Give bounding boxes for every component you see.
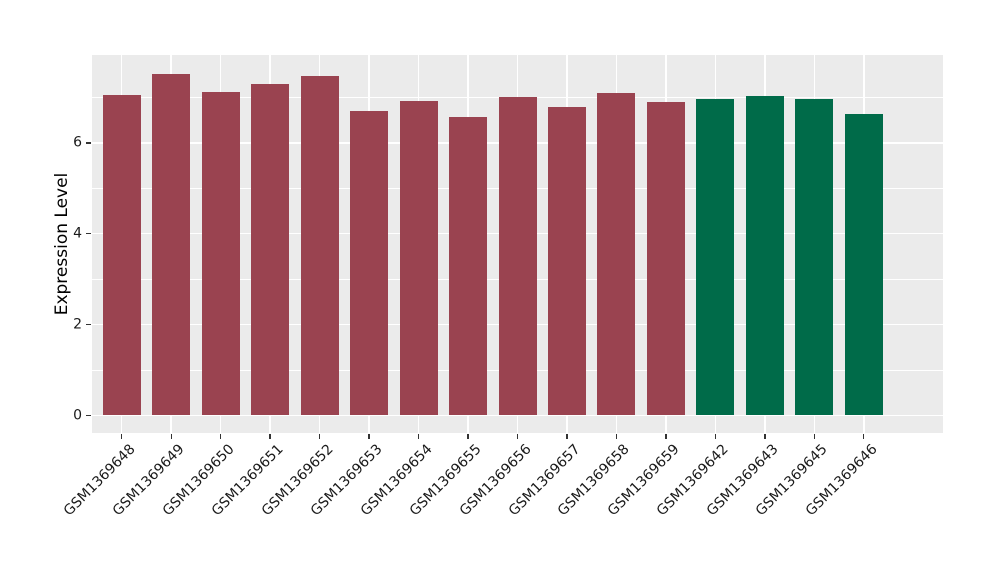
x-tick-mark bbox=[665, 434, 667, 439]
y-tick-label: 2 bbox=[73, 316, 82, 333]
x-tick-mark bbox=[566, 434, 568, 439]
bar-GSM1369642 bbox=[696, 99, 735, 416]
x-tick-mark bbox=[714, 434, 717, 439]
bar-GSM1369648 bbox=[102, 94, 141, 416]
x-tick-mark bbox=[417, 434, 420, 439]
plot-panel bbox=[92, 55, 943, 433]
minor-gridline bbox=[92, 97, 943, 98]
bar-GSM1369650 bbox=[201, 92, 240, 416]
major-gridline bbox=[92, 414, 943, 417]
x-tick-mark bbox=[170, 434, 172, 439]
bar-GSM1369652 bbox=[300, 76, 339, 416]
x-tick-mark bbox=[219, 434, 222, 439]
bar-GSM1369654 bbox=[399, 100, 438, 416]
y-tick-mark bbox=[86, 414, 91, 417]
bar-GSM1369655 bbox=[449, 117, 488, 416]
y-tick-mark bbox=[86, 323, 91, 326]
bar-GSM1369643 bbox=[745, 95, 784, 416]
y-tick-label: 0 bbox=[73, 407, 82, 424]
bar-GSM1369656 bbox=[498, 97, 537, 416]
bar-GSM1369659 bbox=[646, 102, 685, 416]
x-tick-mark bbox=[121, 434, 123, 439]
x-tick-mark bbox=[269, 434, 271, 439]
bar-GSM1369649 bbox=[152, 73, 191, 416]
y-tick-mark bbox=[86, 233, 91, 235]
y-tick-mark bbox=[86, 142, 91, 144]
x-tick-mark bbox=[863, 434, 865, 439]
bar-GSM1369658 bbox=[597, 92, 636, 416]
bar-GSM1369651 bbox=[251, 84, 290, 416]
x-tick-mark bbox=[516, 434, 519, 439]
x-tick-mark bbox=[615, 434, 618, 439]
x-tick-mark bbox=[813, 434, 815, 439]
y-axis-title: Expression Level bbox=[52, 172, 72, 316]
bar-GSM1369646 bbox=[844, 114, 883, 416]
x-tick-mark bbox=[368, 434, 370, 439]
bar-GSM1369657 bbox=[547, 107, 586, 416]
y-tick-label: 6 bbox=[73, 134, 82, 151]
y-tick-label: 4 bbox=[73, 225, 82, 242]
bar-GSM1369653 bbox=[350, 111, 389, 416]
bar-GSM1369645 bbox=[795, 99, 834, 416]
x-tick-mark bbox=[764, 434, 766, 439]
x-tick-mark bbox=[318, 434, 321, 439]
x-tick-mark bbox=[467, 434, 469, 439]
